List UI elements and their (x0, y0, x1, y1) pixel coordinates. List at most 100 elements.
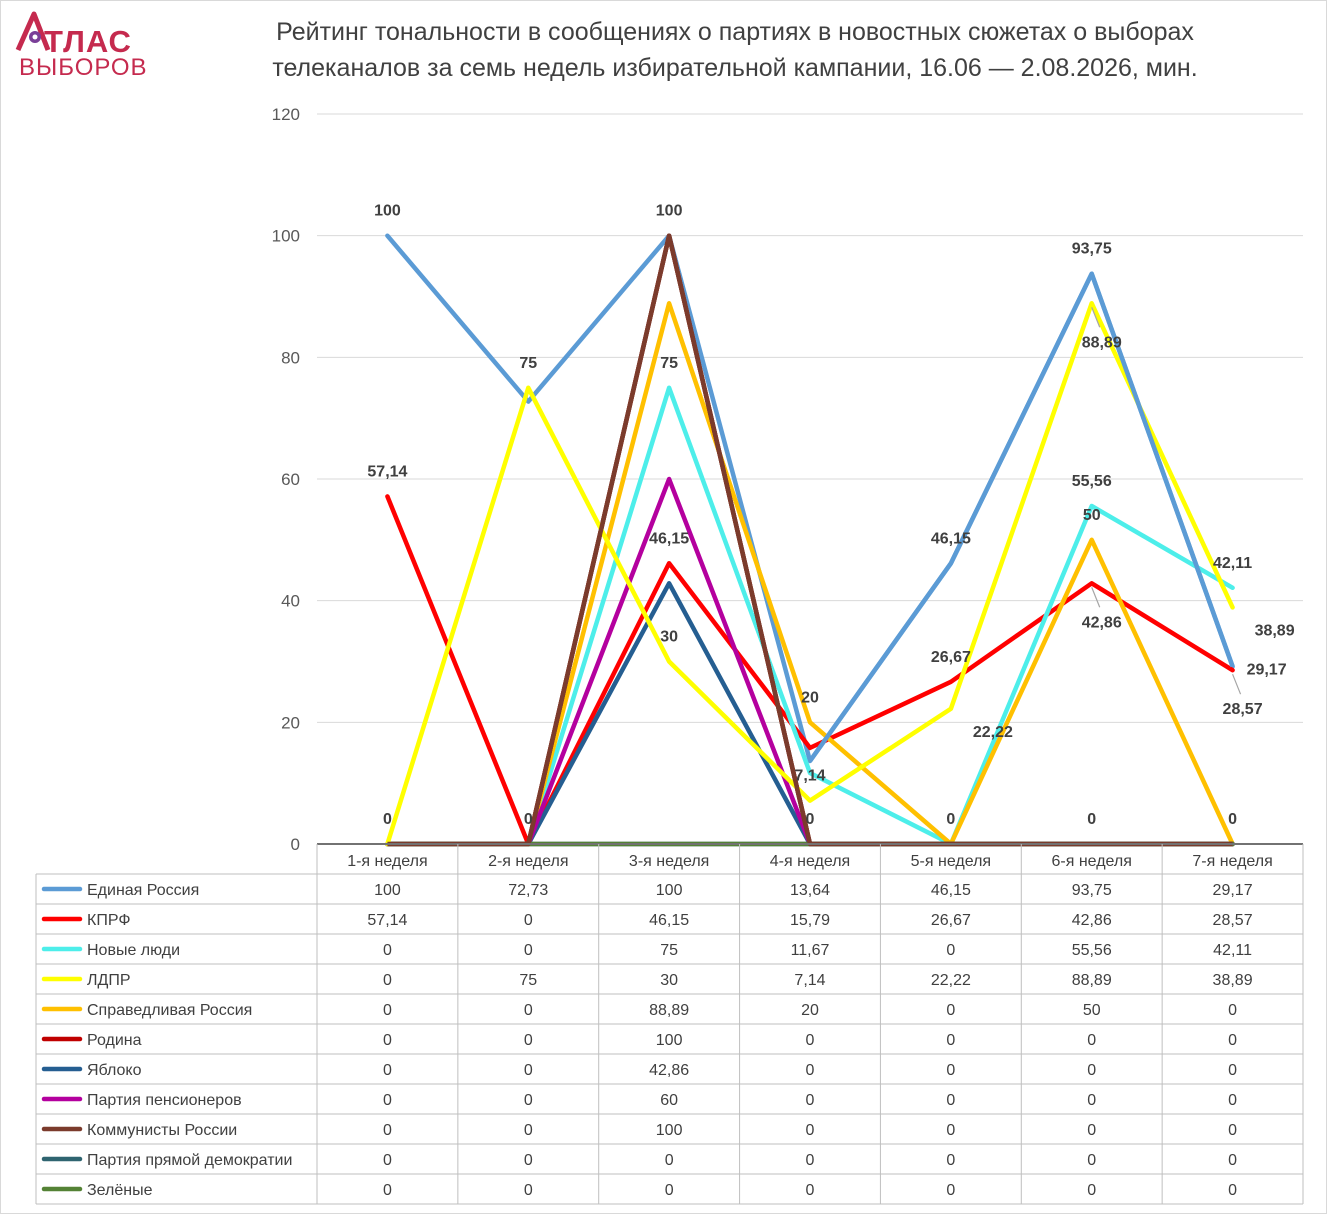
table-cell-value: 0 (1228, 1062, 1237, 1079)
table-cell-value: 0 (1087, 1092, 1096, 1109)
table-cell-value: 0 (806, 1062, 815, 1079)
y-tick-label: 120 (272, 105, 300, 124)
table-cell-value: 26,67 (931, 912, 971, 929)
table-cell-value: 0 (946, 1122, 955, 1139)
data-label: 100 (374, 203, 401, 220)
x-category-label: 1-я неделя (347, 853, 427, 870)
data-label: 7,14 (794, 768, 825, 785)
data-label: 46,15 (931, 530, 971, 547)
series-line (385, 301, 1235, 847)
data-label: 0 (806, 811, 815, 828)
table-cell-value: 22,22 (931, 972, 971, 989)
y-tick-label: 40 (281, 592, 300, 611)
legend-series-name: Партия пенсионеров (87, 1092, 242, 1109)
table-cell-value: 88,89 (649, 1002, 689, 1019)
legend-series-name: ЛДПР (87, 972, 131, 989)
table-cell-value: 0 (524, 1152, 533, 1169)
series-line (385, 494, 1235, 847)
table-cell-value: 0 (383, 942, 392, 959)
table-cell-value: 29,17 (1213, 882, 1253, 899)
table-cell-value: 50 (1083, 1002, 1101, 1019)
legend-series-name: Справедливая Россия (87, 1002, 252, 1019)
table-cell-value: 46,15 (649, 912, 689, 929)
table-cell-value: 0 (946, 1152, 955, 1169)
table-cell-value: 28,57 (1213, 912, 1253, 929)
table-cell-value: 42,86 (649, 1062, 689, 1079)
table-cell-value: 0 (1228, 1032, 1237, 1049)
data-label: 0 (1228, 811, 1237, 828)
table-cell-value: 0 (524, 1032, 533, 1049)
table-cell-value: 57,14 (367, 912, 407, 929)
table-cell-value: 0 (806, 1092, 815, 1109)
table-cell-value: 0 (946, 1092, 955, 1109)
table-cell-value: 0 (1228, 1122, 1237, 1139)
table-cell-value: 42,11 (1213, 942, 1252, 959)
table-cell-value: 7,14 (794, 972, 825, 989)
table-cell-value: 100 (374, 882, 401, 899)
logo-bottom-text: ВЫБОРОВ (19, 54, 148, 81)
data-label: 50 (1083, 507, 1101, 524)
legend-series-name: Яблоко (87, 1062, 142, 1079)
table-cell-value: 100 (656, 1032, 683, 1049)
table-cell-value: 60 (660, 1092, 678, 1109)
legend-series-name: Коммунисты России (87, 1122, 237, 1139)
table-cell-value: 0 (946, 1002, 955, 1019)
data-label: 30 (660, 629, 678, 646)
table-cell-value: 0 (383, 972, 392, 989)
table-cell-value: 46,15 (931, 882, 971, 899)
table-cell-value: 0 (806, 1032, 815, 1049)
series-line (385, 476, 1235, 847)
legend-series-name: Родина (87, 1032, 142, 1049)
x-category-label: 7-я неделя (1192, 853, 1272, 870)
table-cell-value: 0 (524, 1122, 533, 1139)
data-label: 88,89 (1082, 334, 1122, 351)
label-leader-line (1232, 673, 1242, 695)
table-cell-value: 55,56 (1072, 942, 1112, 959)
legend-series-name: Новые люди (87, 942, 180, 959)
data-label: 42,86 (1082, 614, 1122, 631)
data-label: 75 (519, 355, 537, 372)
table-cell-value: 0 (524, 1092, 533, 1109)
table-cell-value: 42,86 (1072, 912, 1112, 929)
y-tick-label: 80 (281, 348, 300, 367)
data-label: 100 (656, 203, 683, 220)
table-cell-value: 100 (656, 1122, 683, 1139)
data-label: 28,57 (1223, 701, 1263, 718)
table-cell-value: 0 (806, 1122, 815, 1139)
table-cell-value: 0 (524, 1002, 533, 1019)
x-category-label: 2-я неделя (488, 853, 568, 870)
x-category-label: 3-я неделя (629, 853, 709, 870)
table-cell-value: 72,73 (508, 882, 548, 899)
table-cell-value: 88,89 (1072, 972, 1112, 989)
table-cell-value: 0 (1228, 1092, 1237, 1109)
table-cell-value: 0 (383, 1182, 392, 1199)
table-cell-value: 93,75 (1072, 882, 1112, 899)
logo-rocket-icon (15, 11, 51, 52)
chart-title: Рейтинг тональности в сообщениях о парти… (200, 14, 1270, 86)
data-label: 93,75 (1072, 241, 1112, 258)
data-label: 55,56 (1072, 473, 1112, 490)
logo-top-text: ТЛАС (44, 24, 132, 59)
data-label: 22,22 (973, 724, 1013, 741)
table-cell-value: 0 (383, 1002, 392, 1019)
chart-title-line-1: Рейтинг тональности в сообщениях о парти… (276, 18, 1194, 46)
data-label: 0 (524, 811, 533, 828)
table-cell-value: 13,64 (790, 882, 830, 899)
table-cell-value: 0 (946, 942, 955, 959)
data-label: 0 (1087, 811, 1096, 828)
label-leader-line (1091, 587, 1101, 608)
table-cell-value: 100 (656, 882, 683, 899)
data-label: 42,11 (1213, 555, 1252, 572)
table-cell-value: 0 (383, 1062, 392, 1079)
table-cell-value: 30 (660, 972, 678, 989)
table-cell-value: 0 (1228, 1002, 1237, 1019)
data-label: 20 (801, 689, 819, 706)
data-label: 0 (383, 811, 392, 828)
table-cell-value: 0 (524, 942, 533, 959)
data-label: 57,14 (367, 463, 407, 480)
table-cell-value: 0 (1087, 1152, 1096, 1169)
data-label: 46,15 (649, 530, 689, 547)
table-cell-value: 0 (946, 1062, 955, 1079)
legend-series-name: Партия прямой демократии (87, 1152, 292, 1169)
y-tick-label: 100 (272, 227, 300, 246)
